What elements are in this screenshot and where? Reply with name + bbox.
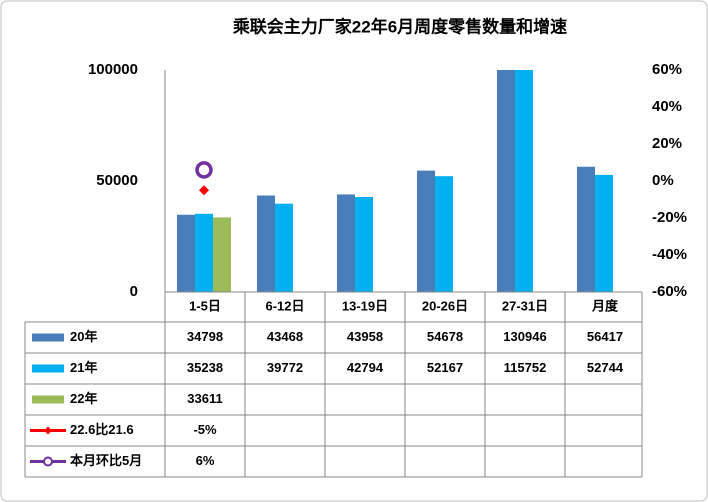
bar [497, 70, 515, 292]
table-value: 54678 [427, 329, 463, 344]
y2-tick-label: 20% [652, 135, 682, 152]
table-value: 43468 [267, 329, 303, 344]
table-value: 115752 [504, 360, 547, 375]
bar [275, 203, 293, 292]
bar [355, 196, 373, 292]
bar [177, 214, 195, 292]
legend-label: 22年 [70, 391, 97, 406]
x-tick-label: 6-12日 [265, 298, 304, 313]
y-tick-label: 0 [130, 283, 138, 300]
bar [595, 174, 613, 292]
table-value: 39772 [267, 360, 303, 375]
legend-swatch [32, 364, 64, 373]
y2-tick-label: 60% [652, 61, 682, 78]
bar [257, 195, 275, 292]
table-value: 130946 [503, 329, 546, 344]
table-value: 56417 [587, 329, 623, 344]
x-tick-label: 27-31日 [502, 298, 548, 313]
bar-layer [177, 70, 613, 292]
table-value: 34798 [187, 329, 223, 344]
table-value: 33611 [187, 391, 222, 406]
marker-circle [195, 161, 213, 179]
bar [213, 217, 231, 292]
y2-tick-label: -20% [652, 209, 687, 226]
legend-marker [44, 426, 52, 435]
table-value: 6% [196, 453, 215, 468]
bar [195, 213, 213, 292]
legend-label: 本月环比5月 [70, 453, 142, 468]
y-tick-label: 100000 [88, 61, 138, 78]
bar [435, 176, 453, 292]
table-value: 42794 [347, 360, 384, 375]
legend-label: 20年 [70, 329, 97, 344]
legend-swatch [32, 333, 64, 342]
bar [577, 166, 595, 292]
y2-tick-label: 40% [652, 98, 682, 115]
y2-tick-label: -60% [652, 283, 687, 300]
x-tick-label: 1-5日 [189, 298, 221, 313]
table-value: -5% [193, 422, 217, 437]
x-tick-label: 20-26日 [422, 298, 468, 313]
marker-diamond [199, 185, 209, 196]
y2-tick-label: -40% [652, 246, 687, 263]
table-value: 52167 [427, 360, 463, 375]
legend-swatch [32, 395, 64, 404]
table-value: 43958 [347, 329, 383, 344]
x-tick-label: 月度 [591, 298, 619, 313]
bar [337, 194, 355, 292]
chart-title: 乘联会主力厂家22年6月周度零售数量和增速 [232, 16, 567, 36]
x-tick-label: 13-19日 [342, 298, 388, 313]
table-value: 52744 [587, 360, 624, 375]
bar [515, 70, 533, 292]
bar [417, 170, 435, 292]
legend-label: 22.6比21.6 [70, 422, 134, 437]
legend-marker [43, 456, 53, 467]
y2-tick-label: 0% [652, 172, 674, 189]
legend-label: 21年 [70, 360, 97, 375]
y-tick-label: 50000 [96, 172, 138, 189]
table-value: 35238 [187, 360, 223, 375]
